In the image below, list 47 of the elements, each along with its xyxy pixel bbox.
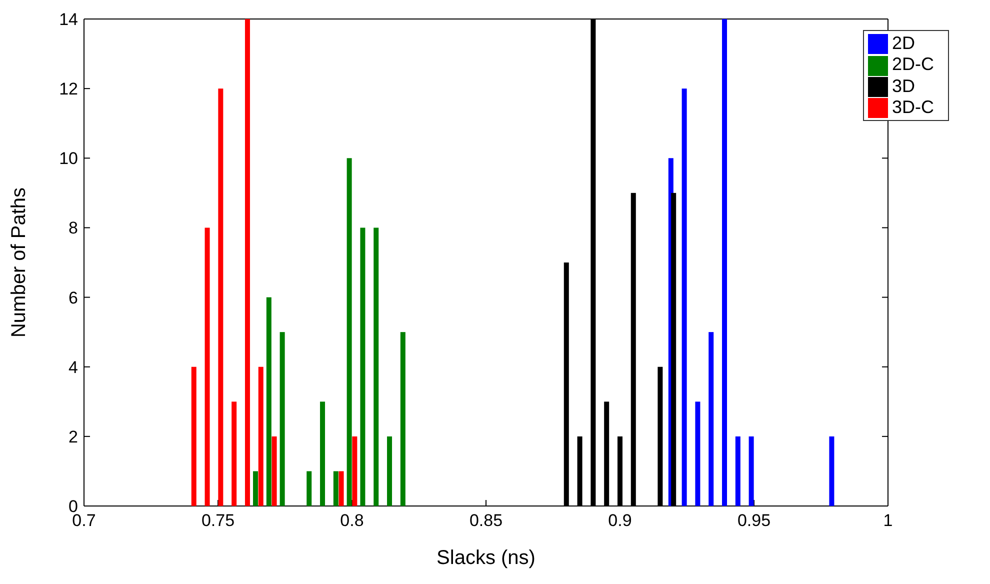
bar	[338, 471, 344, 506]
bar	[253, 471, 258, 506]
bar	[735, 436, 740, 506]
bar	[218, 88, 224, 506]
bar	[374, 228, 379, 506]
bar	[232, 402, 237, 506]
bar	[266, 297, 272, 506]
x-tick-label: 1	[883, 511, 893, 530]
bar	[682, 88, 687, 506]
bar	[204, 228, 210, 506]
y-tick-label: 6	[68, 288, 78, 308]
bar	[400, 332, 406, 506]
bar	[320, 402, 326, 506]
legend-label: 3D	[892, 76, 915, 96]
bar	[695, 402, 700, 506]
bar	[244, 19, 250, 506]
x-tick-label: 0.9	[608, 511, 632, 530]
bar	[708, 332, 714, 506]
bar	[722, 19, 728, 506]
bar	[333, 471, 338, 506]
y-tick-label: 2	[68, 427, 78, 446]
x-tick-label: 0.7	[72, 511, 96, 530]
legend-label: 2D-C	[892, 54, 934, 74]
bar	[280, 332, 285, 506]
legend-label: 2D	[892, 33, 915, 53]
bar	[191, 366, 196, 506]
y-axis-title: Number of Paths	[8, 187, 30, 338]
bar	[306, 471, 312, 506]
bar	[360, 228, 366, 506]
legend-label: 3D-C	[892, 96, 934, 117]
x-tick-label: 0.8	[340, 511, 364, 530]
y-tick-label: 12	[59, 80, 78, 99]
x-tick-label: 0.75	[201, 511, 235, 530]
x-tick-label: 0.95	[737, 511, 771, 530]
y-tick-label: 4	[68, 358, 78, 377]
bar	[387, 436, 392, 506]
y-tick-label: 10	[59, 149, 78, 168]
y-tick-label: 14	[59, 10, 78, 30]
bar	[352, 436, 358, 506]
bar	[748, 436, 754, 506]
bar	[829, 436, 834, 506]
bar	[346, 158, 352, 506]
bar	[272, 436, 277, 506]
x-tick-label: 0.85	[469, 511, 503, 530]
x-axis-title: Slacks (ns)	[436, 547, 536, 569]
bar	[258, 366, 264, 506]
y-tick-label: 8	[68, 218, 78, 238]
